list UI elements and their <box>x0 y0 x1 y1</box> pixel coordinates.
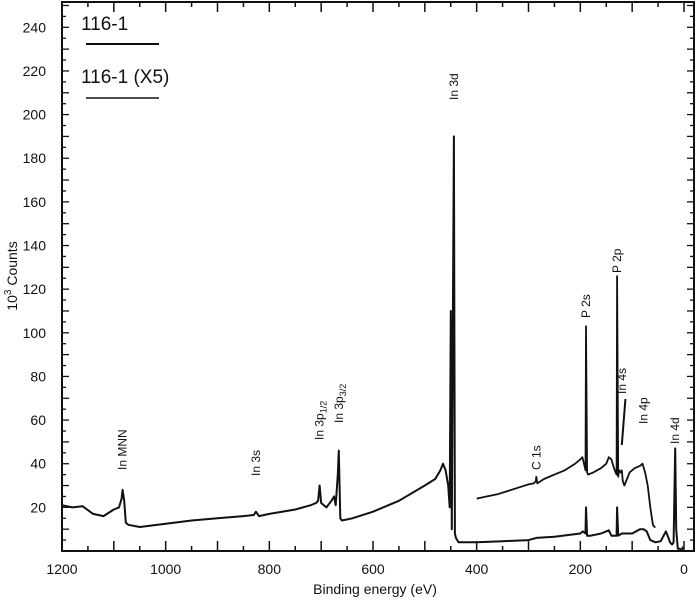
y-axis-title: 103 Counts <box>3 241 20 310</box>
x-tick-label: 800 <box>258 561 282 577</box>
y-tick-label: 140 <box>23 238 47 254</box>
y-tick-label: 240 <box>23 19 47 35</box>
peak-label: In 3d <box>447 73 461 100</box>
in-4s-leader-line <box>620 398 627 446</box>
x-tick-label: 0 <box>680 561 688 577</box>
y-tick-label: 120 <box>23 281 47 297</box>
y-tick-label: 60 <box>30 412 46 428</box>
x-tick-label: 600 <box>361 561 385 577</box>
y-axis-title-base: 10 <box>4 295 20 311</box>
y-tick-label: 20 <box>30 499 46 515</box>
x-axis-tick-labels: 1200 1000 800 600 400 200 0 <box>46 561 688 577</box>
peak-label: In MNN <box>116 429 130 470</box>
y-axis-title-rest: Counts <box>4 241 20 289</box>
x-tick-label: 400 <box>465 561 489 577</box>
y-tick-label: 80 <box>30 368 46 384</box>
y-axis-tick-labels: 20 40 60 80 100 120 140 160 180 200 220 240 <box>23 19 47 515</box>
peak-label: In 4p <box>637 397 651 424</box>
peak-label: In 3s <box>249 450 263 476</box>
y-tick-label: 220 <box>23 63 47 79</box>
peak-label: P 2s <box>579 294 593 318</box>
y-axis-title-exponent: 3 <box>3 289 14 295</box>
peak-label: C 1s <box>529 445 543 470</box>
legend-label-series-1: 116-1 <box>81 14 128 35</box>
y-tick-label: 200 <box>23 107 47 123</box>
x-tick-label: 200 <box>569 561 593 577</box>
y-tick-label: 180 <box>23 150 47 166</box>
series-layer <box>61 135 684 552</box>
peak-label: P 2p <box>610 248 624 273</box>
x-tick-label: 1200 <box>46 561 77 577</box>
x-axis-title: Binding energy (eV) <box>313 581 437 597</box>
peak-label: In 4d <box>668 417 682 444</box>
legend-label-series-2: 116-1 (X5) <box>81 67 169 88</box>
peak-annotations: In MNN In 3s In 3p1/2 In 3p3/2 In 3d C 1s P 2s… <box>116 73 683 476</box>
peak-label: In 4s <box>615 368 629 394</box>
peak-label: In 3p1/2 <box>313 401 329 440</box>
series-line-2 <box>476 275 656 528</box>
plot-frame <box>61 1 695 552</box>
y-tick-label: 40 <box>30 456 46 472</box>
axis-ticks <box>61 2 694 552</box>
x-tick-label: 1000 <box>150 561 181 577</box>
series-line-1 <box>61 135 684 552</box>
peak-label: In 3p3/2 <box>332 384 348 423</box>
y-tick-label: 160 <box>23 194 47 210</box>
legend: 116-1 116-1 (X5) <box>81 14 169 99</box>
y-tick-label: 100 <box>23 325 47 341</box>
